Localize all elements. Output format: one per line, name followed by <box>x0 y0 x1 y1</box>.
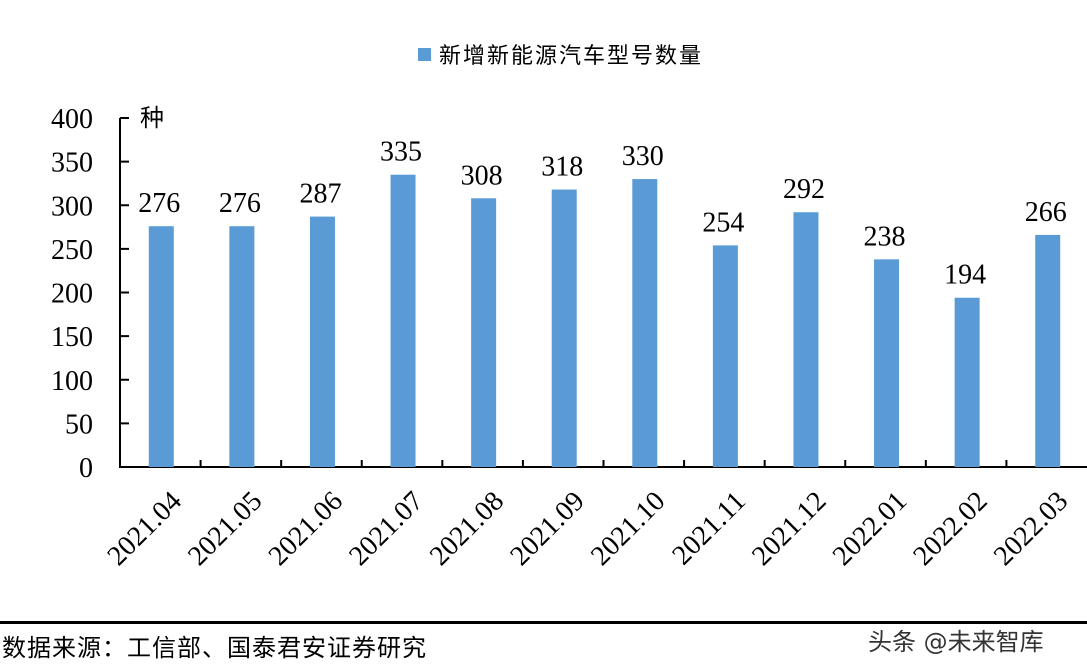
data-label: 276 <box>219 188 261 219</box>
bar <box>390 174 416 467</box>
data-label: 194 <box>944 260 986 291</box>
data-label: 287 <box>299 179 341 210</box>
footer-divider <box>0 621 1087 624</box>
bar-chart: 0 50 100 150 200 250 300 350 400 种 276 2021.04 276 20… <box>51 104 1087 572</box>
data-label: 330 <box>622 141 664 172</box>
y-tick-label: 350 <box>51 148 93 179</box>
y-tick-label: 50 <box>65 409 93 440</box>
data-label: 266 <box>1025 197 1067 228</box>
data-label: 318 <box>541 152 583 183</box>
x-tick-label: 2021.04 <box>102 486 188 572</box>
legend-swatch <box>418 47 431 61</box>
y-unit-label: 种 <box>140 104 164 132</box>
bar <box>954 297 980 467</box>
y-tick-label: 400 <box>51 104 93 135</box>
bar <box>874 259 900 467</box>
bar <box>632 179 658 467</box>
x-tick-label: 2021.07 <box>343 486 429 572</box>
x-tick-label: 2021.10 <box>585 486 671 572</box>
x-tick-label: 2021.06 <box>263 486 349 572</box>
watermark: 头条 @未来智库 <box>868 628 1044 656</box>
data-label: 308 <box>461 160 503 191</box>
x-tick-label: 2022.02 <box>907 486 993 572</box>
legend: 新增新能源汽车型号数量 <box>418 38 703 70</box>
bar <box>229 226 255 467</box>
x-tick-label: 2021.11 <box>666 486 752 572</box>
legend-label: 新增新能源汽车型号数量 <box>439 44 704 69</box>
y-tick-label: 0 <box>79 453 93 484</box>
x-tick-label: 2021.05 <box>182 486 268 572</box>
x-tick-label: 2022.03 <box>988 486 1074 572</box>
bar <box>551 189 577 468</box>
bar <box>471 198 497 467</box>
data-label: 276 <box>138 188 180 219</box>
bar <box>148 226 174 467</box>
x-tick-label: 2021.12 <box>746 486 832 572</box>
data-label: 238 <box>864 221 906 252</box>
y-tick-label: 250 <box>51 235 93 266</box>
x-tick-label: 2022.01 <box>827 486 913 572</box>
x-tick-label: 2021.09 <box>504 486 590 572</box>
x-tick-label: 2021.08 <box>424 486 510 572</box>
bar <box>1035 234 1061 467</box>
source-note: 数据来源：工信部、国泰君安证券研究 <box>2 634 427 662</box>
y-tick-label: 300 <box>51 191 93 222</box>
bar <box>793 212 819 467</box>
bar <box>712 245 738 467</box>
y-tick-label: 150 <box>51 322 93 353</box>
y-tick-label: 200 <box>51 279 93 310</box>
bar <box>309 216 335 467</box>
data-label: 335 <box>380 137 422 168</box>
y-tick-label: 100 <box>51 366 93 397</box>
data-label: 254 <box>702 207 744 238</box>
data-label: 292 <box>783 174 825 205</box>
